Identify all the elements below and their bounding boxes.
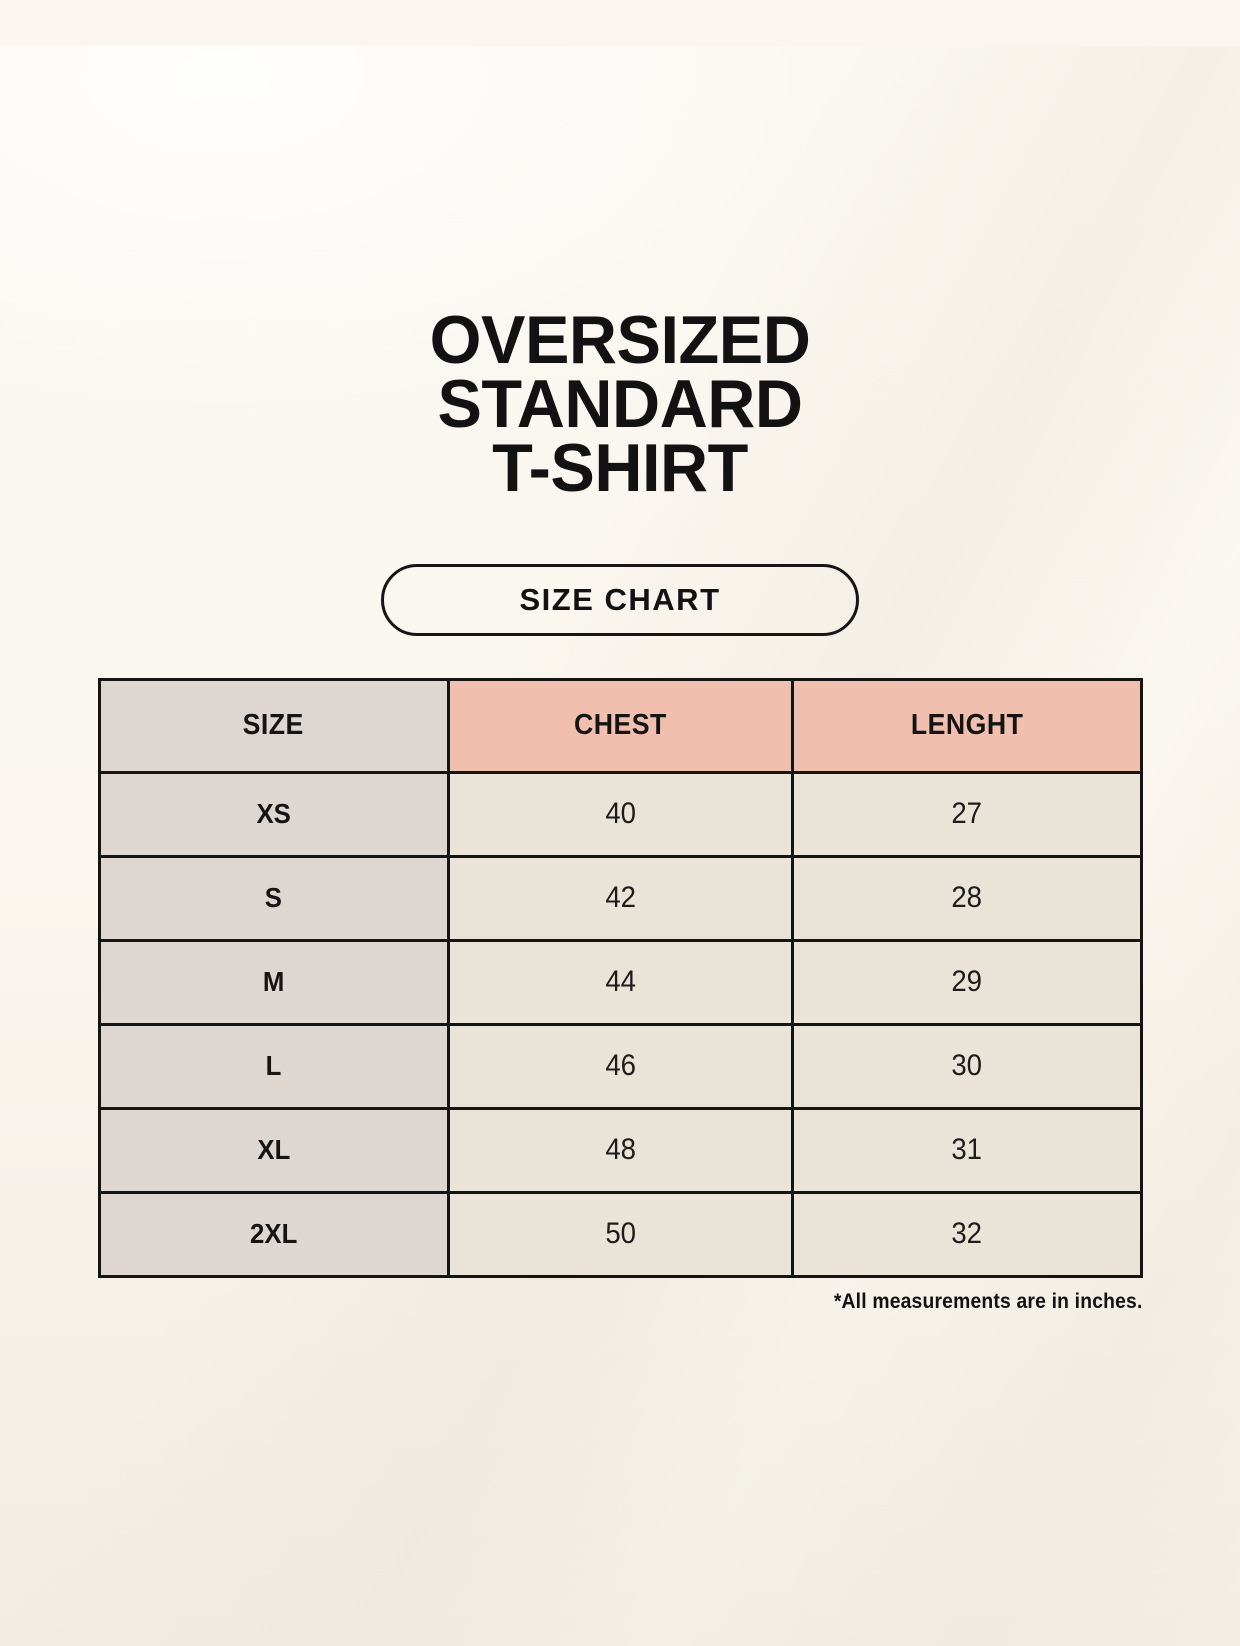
length-value: 28	[951, 881, 983, 915]
length-value-cell: 32	[791, 1190, 1143, 1278]
chest-value: 44	[605, 965, 636, 999]
chest-value: 42	[605, 881, 636, 915]
chest-value-cell: 44	[446, 938, 795, 1026]
table-row-2xl: 2XL 50 32	[97, 1190, 1143, 1278]
chest-value: 40	[605, 797, 636, 831]
chest-value-cell: 48	[446, 1106, 795, 1194]
size-cell: M	[97, 938, 450, 1026]
column-header-length-label: LENGHT	[910, 709, 1024, 742]
chest-value: 50	[605, 1217, 636, 1251]
column-header-length: LENGHT	[791, 677, 1143, 774]
title-line-1: OVERSIZED	[429, 301, 811, 378]
size-label: XS	[256, 798, 291, 830]
size-chart-page: OVERSIZED STANDARD T-SHIRT SIZE CHART SI…	[0, 46, 1240, 1314]
measurements-footnote-text: *All measurements are in inches.	[833, 1289, 1143, 1313]
length-value-cell: 29	[791, 938, 1143, 1026]
length-value-cell: 30	[791, 1022, 1143, 1110]
size-chart-badge: SIZE CHART	[381, 563, 859, 636]
size-label: M	[262, 966, 285, 998]
title-line-3: T-SHIRT	[492, 429, 748, 506]
length-value: 27	[951, 797, 983, 831]
size-label: XL	[257, 1134, 290, 1166]
chest-value-cell: 40	[446, 770, 795, 858]
length-value-cell: 27	[791, 770, 1143, 858]
table-row-l: L 46 30	[97, 1022, 1143, 1110]
table-row-xs: XS 40 27	[97, 770, 1143, 858]
size-chart-table: SIZE CHEST LENGHT XS 40 27 S 42 28 M 44 …	[97, 677, 1143, 1278]
chest-value-cell: 50	[446, 1190, 795, 1278]
column-header-chest-label: CHEST	[574, 709, 667, 742]
length-value: 29	[951, 965, 983, 999]
length-value: 30	[951, 1049, 983, 1083]
measurements-footnote: *All measurements are in inches.	[98, 1290, 1143, 1314]
chest-value: 46	[605, 1049, 636, 1083]
size-cell: 2XL	[97, 1190, 450, 1278]
size-label: 2XL	[249, 1218, 298, 1250]
column-header-size-label: SIZE	[242, 709, 305, 742]
table-row-xl: XL 48 31	[97, 1106, 1143, 1194]
size-cell: L	[97, 1022, 450, 1110]
table-header-row: SIZE CHEST LENGHT	[97, 677, 1143, 774]
length-value-cell: 31	[791, 1106, 1143, 1194]
size-label: L	[265, 1050, 282, 1082]
size-cell: XS	[97, 770, 450, 858]
size-label: S	[264, 882, 283, 914]
size-cell: S	[97, 854, 450, 942]
size-chart-badge-label: SIZE CHART	[519, 581, 721, 617]
title-line-2: STANDARD	[437, 365, 803, 442]
length-value: 31	[951, 1133, 983, 1167]
chest-value: 48	[605, 1133, 636, 1167]
size-cell: XL	[97, 1106, 450, 1194]
length-value-cell: 28	[791, 854, 1143, 942]
chest-value-cell: 46	[446, 1022, 795, 1110]
column-header-size: SIZE	[97, 677, 450, 774]
chest-value-cell: 42	[446, 854, 795, 942]
column-header-chest: CHEST	[446, 677, 795, 774]
length-value: 32	[951, 1217, 983, 1251]
table-row-s: S 42 28	[97, 854, 1143, 942]
page-title: OVERSIZED STANDARD T-SHIRT	[12, 46, 1227, 506]
table-row-m: M 44 29	[97, 938, 1143, 1026]
